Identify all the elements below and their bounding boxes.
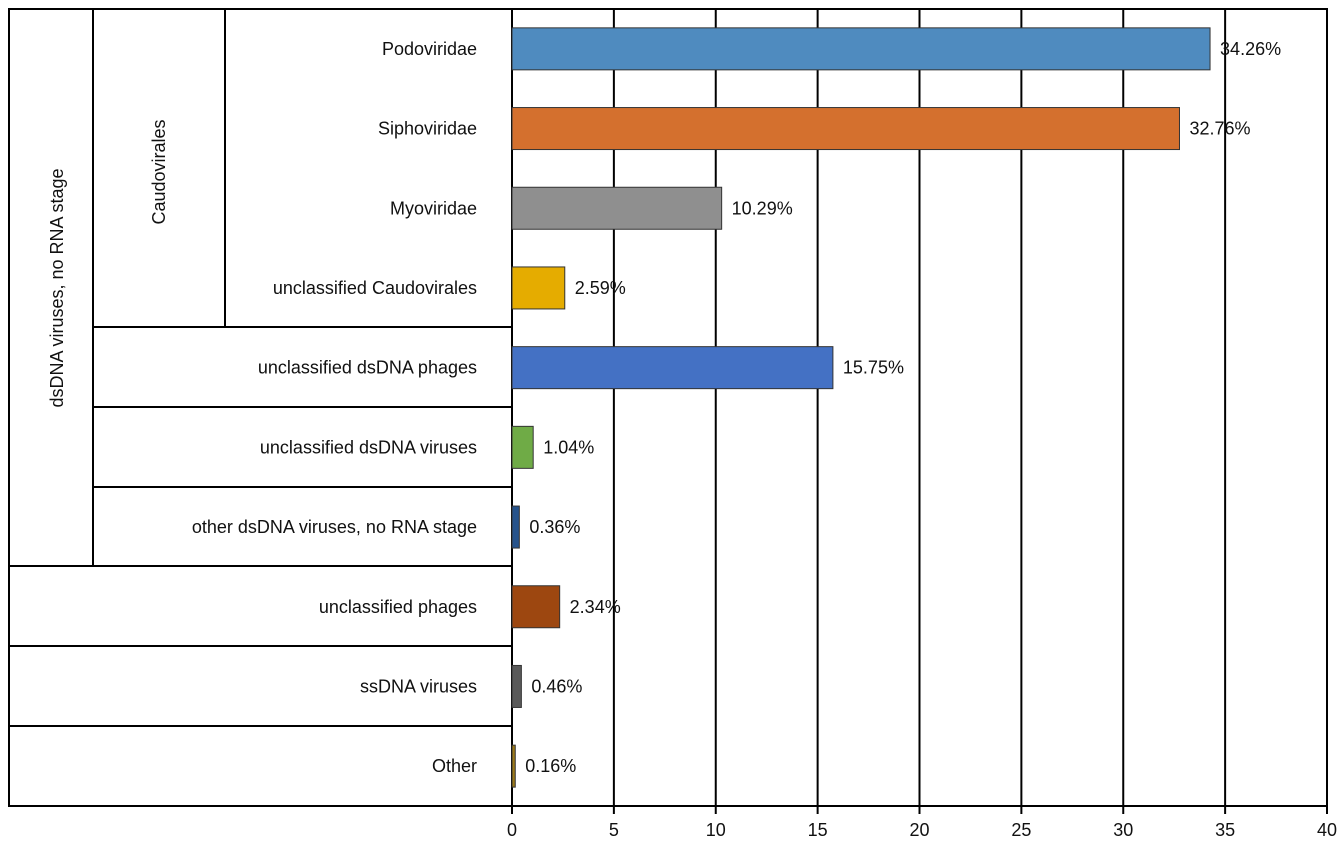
x-tick-label: 20: [909, 820, 929, 840]
bar: [511, 744, 516, 788]
x-tick-label: 10: [706, 820, 726, 840]
value-labels: 34.26% 32.76% 10.29% 2.59% 15.75% 1.04% 0.36% 2…: [525, 39, 1281, 776]
x-tick-label: 5: [609, 820, 619, 840]
x-tick-label: 40: [1317, 820, 1337, 840]
category-table: dsDNA viruses, no RNA stage Caudovirales: [8, 8, 513, 807]
bar: [511, 664, 522, 708]
data-label: 2.34%: [570, 597, 621, 617]
bar: [511, 505, 520, 549]
bar: [511, 27, 1211, 71]
x-tick-label: 0: [507, 820, 517, 840]
plot-area: 34.26% 32.76% 10.29% 2.59% 15.75% 1.04% 0.36% 2…: [192, 8, 1337, 840]
category-label: other dsDNA viruses, no RNA stage: [192, 517, 477, 537]
bar: [511, 186, 723, 230]
bar: [511, 425, 534, 469]
category-label: Other: [432, 756, 477, 776]
group-label-dsdna: dsDNA viruses, no RNA stage: [47, 168, 67, 407]
data-label: 2.59%: [575, 278, 626, 298]
x-tick-label: 30: [1113, 820, 1133, 840]
data-label: 0.36%: [529, 517, 580, 537]
x-tick-label: 25: [1011, 820, 1031, 840]
group-label-caudovirales: Caudovirales: [149, 119, 169, 224]
data-label: 10.29%: [732, 198, 793, 218]
x-tick-label: 15: [808, 820, 828, 840]
category-label: Myoviridae: [390, 198, 477, 218]
category-labels: Podoviridae Siphoviridae Myoviridae unclass…: [192, 39, 477, 776]
data-label: 0.46%: [531, 676, 582, 696]
data-label: 1.04%: [543, 437, 594, 457]
category-label: unclassified dsDNA phages: [258, 358, 477, 378]
x-tick-label: 35: [1215, 820, 1235, 840]
data-label: 34.26%: [1220, 39, 1281, 59]
x-axis-ticks: 0 5 10 15 20 25 30 35 40: [507, 806, 1337, 840]
data-label: 0.16%: [525, 756, 576, 776]
bars: [511, 27, 1211, 788]
bar: [511, 107, 1180, 151]
category-label: Podoviridae: [382, 39, 477, 59]
bar: [511, 585, 561, 629]
data-label: 32.76%: [1189, 119, 1250, 139]
data-label: 15.75%: [843, 358, 904, 378]
bar: [511, 346, 834, 390]
category-label: unclassified Caudovirales: [273, 278, 477, 298]
category-label: ssDNA viruses: [360, 676, 477, 696]
category-label: unclassified phages: [319, 597, 477, 617]
bar: [511, 266, 566, 310]
category-label: unclassified dsDNA viruses: [260, 437, 477, 457]
category-label: Siphoviridae: [378, 119, 477, 139]
